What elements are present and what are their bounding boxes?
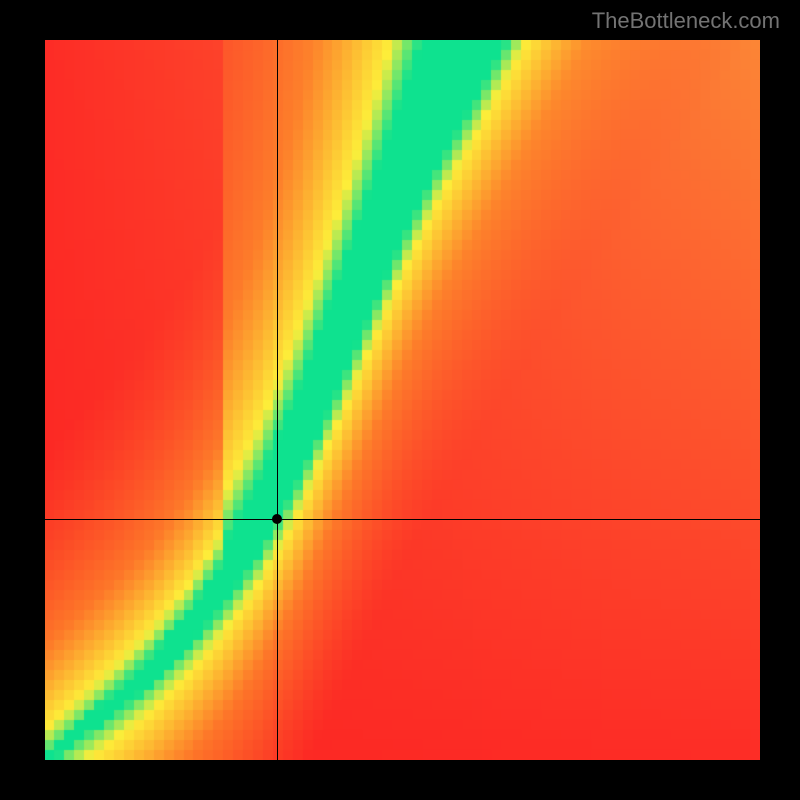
crosshair-vertical — [277, 40, 278, 760]
watermark-text: TheBottleneck.com — [592, 8, 780, 34]
crosshair-marker — [272, 514, 282, 524]
bottleneck-heatmap — [45, 40, 760, 760]
crosshair-horizontal — [45, 519, 760, 520]
